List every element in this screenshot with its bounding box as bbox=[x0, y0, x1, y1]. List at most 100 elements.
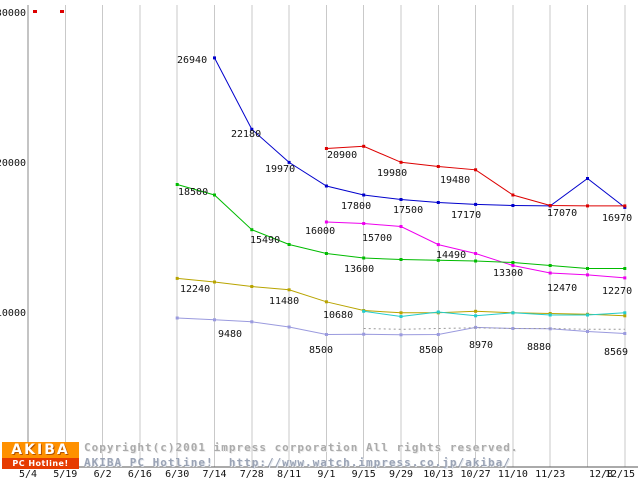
value-label: 17070 bbox=[547, 208, 577, 219]
data-point-marker bbox=[511, 311, 515, 315]
data-point-marker bbox=[511, 261, 515, 264]
data-point-marker bbox=[511, 327, 515, 330]
data-point-marker bbox=[399, 315, 403, 318]
copyright-text: Copyright(c)2001 impress corporation All… bbox=[84, 441, 519, 454]
value-label: 15700 bbox=[362, 233, 392, 244]
data-point-marker bbox=[287, 325, 291, 329]
data-point-marker bbox=[548, 264, 552, 267]
value-label: 13600 bbox=[344, 264, 374, 275]
value-label: 19980 bbox=[377, 168, 407, 179]
x-tick-label: 9/29 bbox=[389, 469, 413, 480]
y-axis-labels: 30000 20000 10000 bbox=[0, 8, 26, 319]
x-tick-label: 6/30 bbox=[165, 469, 189, 480]
x-tick-label: 8/11 bbox=[277, 469, 301, 480]
y-tick-label: 30000 bbox=[0, 8, 26, 19]
series-blue bbox=[213, 56, 627, 209]
value-label: 17500 bbox=[393, 205, 423, 216]
data-point-marker bbox=[324, 184, 328, 188]
site-url-text: AKIBA PC Hotline! http://www.watch.impre… bbox=[84, 456, 511, 469]
x-tick-label: 10/13 bbox=[423, 469, 453, 480]
data-point-marker bbox=[175, 316, 179, 320]
data-point-marker bbox=[324, 333, 328, 336]
data-point-marker bbox=[511, 264, 515, 267]
value-label: 17170 bbox=[451, 210, 481, 221]
value-label: 14490 bbox=[436, 250, 466, 261]
data-point-marker bbox=[436, 243, 440, 247]
series-green bbox=[175, 183, 627, 270]
value-label: 16000 bbox=[305, 226, 335, 237]
series-red bbox=[324, 144, 627, 208]
data-point-marker bbox=[623, 314, 627, 318]
data-point-marker bbox=[399, 225, 403, 228]
x-tick-label: 9/1 bbox=[317, 469, 335, 480]
value-label: 19480 bbox=[440, 175, 470, 186]
data-point-marker bbox=[399, 160, 403, 164]
data-point-marker bbox=[586, 267, 589, 270]
data-point-marker bbox=[362, 332, 366, 336]
data-point-marker bbox=[175, 276, 179, 280]
red-tick-marks bbox=[33, 10, 64, 13]
value-label: 8500 bbox=[309, 345, 333, 356]
data-point-marker bbox=[213, 56, 216, 60]
x-tick-label: 7/28 bbox=[240, 469, 264, 480]
data-point-marker bbox=[586, 330, 589, 333]
red-tick-mark bbox=[33, 10, 37, 13]
x-tick-label: 7/14 bbox=[202, 469, 226, 480]
data-point-marker bbox=[175, 183, 179, 186]
data-point-marker bbox=[623, 332, 627, 335]
data-point-marker bbox=[511, 204, 515, 207]
series-gray-dotted bbox=[363, 327, 625, 330]
data-point-marker bbox=[474, 252, 478, 255]
value-label: 12470 bbox=[547, 283, 577, 294]
data-point-marker bbox=[623, 267, 627, 270]
data-point-marker bbox=[287, 160, 291, 164]
value-label: 17800 bbox=[341, 201, 371, 212]
data-point-marker bbox=[474, 168, 478, 172]
value-label: 15490 bbox=[250, 235, 280, 246]
red-tick-mark bbox=[60, 10, 64, 13]
x-tick-label: 12/15 bbox=[605, 469, 635, 480]
x-tick-label: 6/16 bbox=[128, 469, 152, 480]
value-label: 11480 bbox=[269, 296, 299, 307]
value-label: 12270 bbox=[602, 286, 632, 297]
data-point-marker bbox=[436, 165, 440, 168]
data-point-marker bbox=[287, 243, 291, 246]
data-point-marker bbox=[250, 228, 254, 232]
akiba-logo-title: AKIBA bbox=[11, 442, 70, 458]
data-point-marker bbox=[586, 177, 589, 180]
data-point-marker bbox=[362, 193, 366, 197]
x-tick-label: 11/10 bbox=[498, 469, 528, 480]
data-point-marker bbox=[213, 280, 216, 284]
data-point-marker bbox=[436, 201, 440, 204]
data-point-marker bbox=[399, 311, 403, 315]
series-cyan bbox=[362, 309, 627, 318]
data-point-marker bbox=[436, 258, 440, 262]
value-label: 8970 bbox=[469, 340, 493, 351]
x-tick-label: 5/19 bbox=[53, 469, 77, 480]
value-label: 8880 bbox=[527, 342, 551, 353]
data-point-marker bbox=[362, 222, 366, 225]
data-point-marker bbox=[250, 285, 254, 288]
akiba-logo-subtitle: PC Hotline! bbox=[2, 458, 79, 469]
data-point-marker bbox=[548, 204, 552, 207]
data-point-marker bbox=[362, 256, 366, 260]
data-point-marker bbox=[474, 259, 478, 263]
value-label: 13300 bbox=[493, 268, 523, 279]
data-point-marker bbox=[436, 310, 440, 314]
x-tick-label: 10/27 bbox=[461, 469, 491, 480]
data-point-marker bbox=[623, 276, 627, 280]
data-point-marker bbox=[548, 313, 552, 317]
data-point-marker bbox=[586, 313, 589, 317]
value-label: 12240 bbox=[180, 284, 210, 295]
data-point-marker bbox=[399, 333, 403, 337]
data-point-marker bbox=[586, 204, 589, 208]
data-point-marker bbox=[548, 271, 552, 275]
data-point-marker bbox=[474, 202, 478, 206]
data-point-marker bbox=[623, 204, 627, 208]
data-point-marker bbox=[474, 314, 478, 318]
x-tick-label: 5/4 bbox=[19, 469, 37, 480]
value-label: 19970 bbox=[265, 164, 295, 175]
data-point-marker bbox=[324, 220, 328, 224]
